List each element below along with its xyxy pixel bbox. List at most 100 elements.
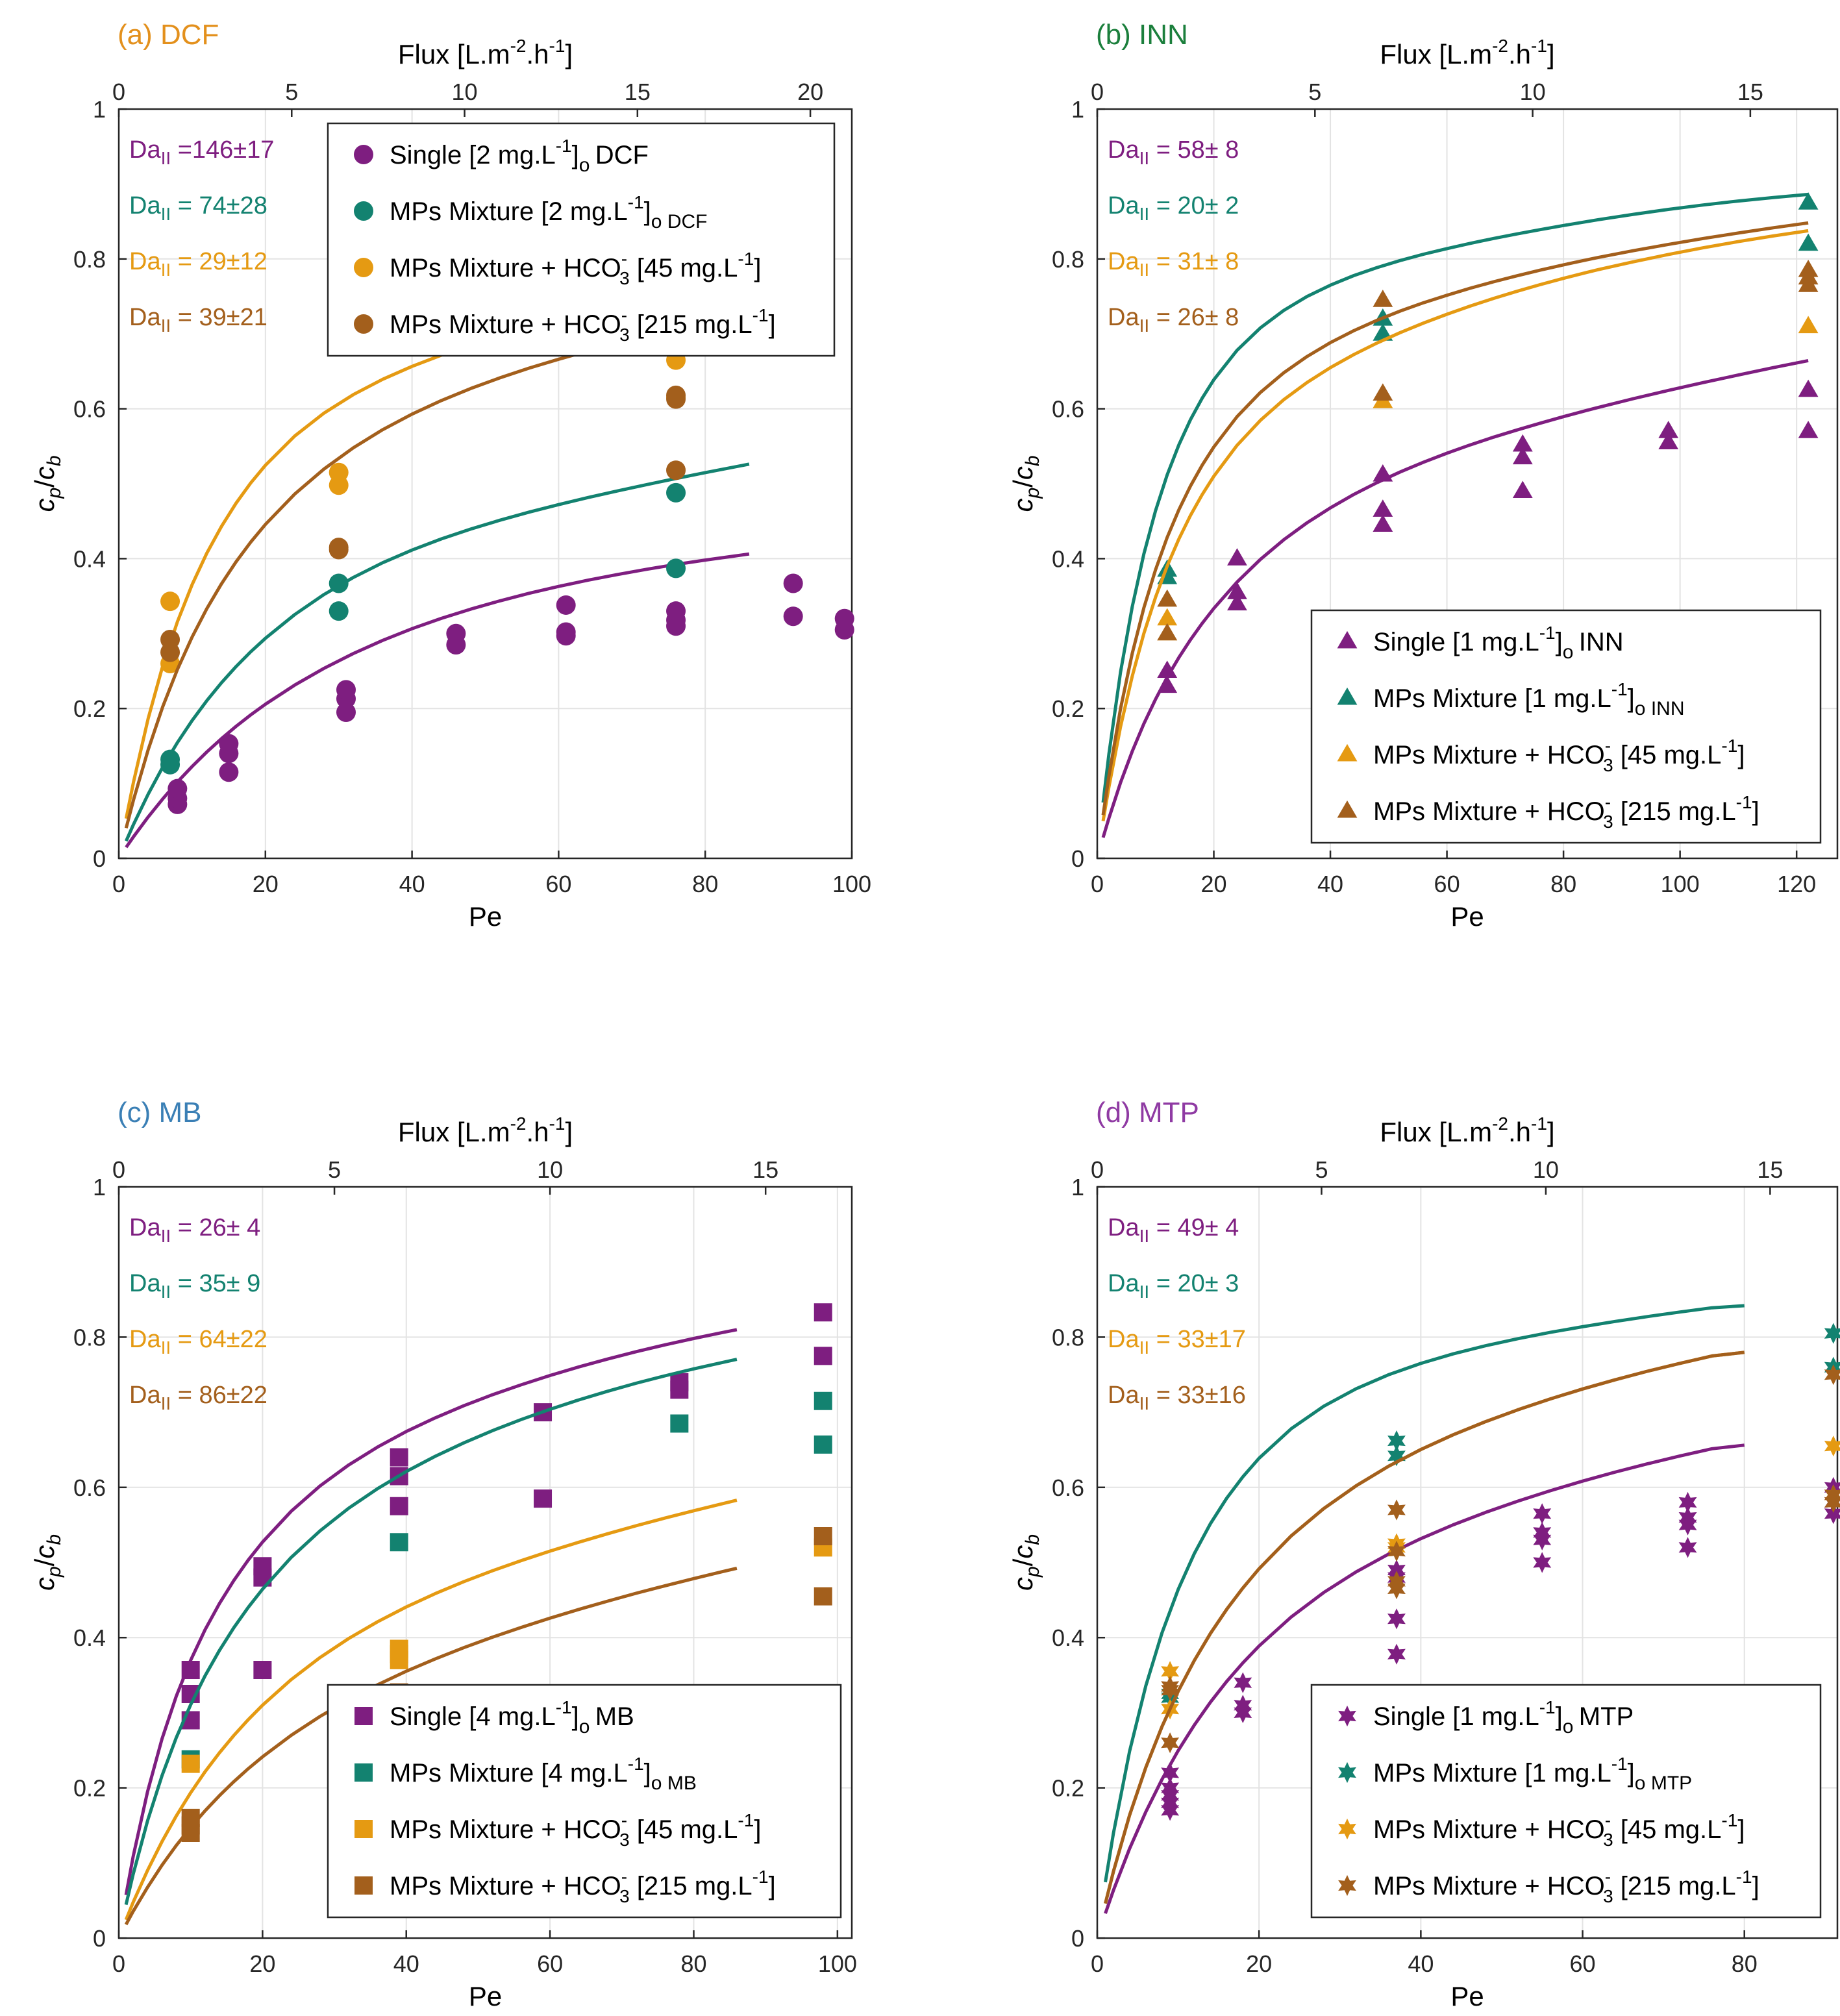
legend: Single [1 mg.L-1]o INN MPs Mixture [1 mg.…: [1310, 609, 1822, 844]
y-tick-label: 1: [93, 1174, 106, 1201]
data-point: [329, 538, 349, 558]
data-point: [219, 734, 239, 754]
x-axis-label: Pe: [469, 1981, 502, 2011]
x-tick-label: 100: [818, 1950, 857, 1977]
data-point: [1161, 1732, 1180, 1754]
data-point: [1824, 1484, 1840, 1506]
top-x-tick-label: 20: [797, 79, 823, 105]
data-point: [390, 1497, 408, 1515]
data-point: [1387, 1499, 1406, 1521]
data-point: [1387, 1560, 1406, 1581]
data-point: [814, 1435, 832, 1454]
x-tick-label: 40: [393, 1950, 419, 1977]
damkohler-label: DaII = 64±22: [129, 1326, 267, 1358]
data-point: [160, 749, 180, 769]
x-tick-label: 80: [1732, 1950, 1758, 1977]
data-point: [814, 1587, 832, 1606]
fit-curve: [1104, 1304, 1745, 1883]
y-tick-label: 1: [1071, 96, 1084, 123]
y-tick-label: 0.4: [1052, 1624, 1084, 1651]
y-axis-label: cp/cb: [1008, 455, 1043, 512]
damkohler-label: DaII = 49± 4: [1108, 1214, 1239, 1246]
y-axis-label: cp/cb: [29, 1534, 65, 1591]
data-point: [1387, 1608, 1406, 1630]
x-tick-label: 100: [832, 871, 871, 897]
x-tick-label: 120: [1777, 871, 1816, 897]
legend-entry: MPs Mixture + HCO-3 [215 mg.L-1]: [390, 305, 776, 345]
x-tick-label: 0: [112, 871, 125, 897]
data-point: [666, 558, 686, 579]
top-x-tick-label: 15: [752, 1156, 778, 1183]
top-x-tick-label: 15: [1757, 1156, 1783, 1183]
y-axis-label: cp/cb: [29, 455, 65, 512]
top-x-tick-label: 10: [1533, 1156, 1559, 1183]
y-tick-label: 0.8: [1052, 246, 1084, 273]
data-point: [1512, 447, 1533, 465]
top-x-tick-label: 0: [112, 1156, 125, 1183]
x-tick-label: 80: [692, 871, 718, 897]
y-tick-label: 0.4: [1052, 545, 1084, 572]
fit-curve: [1101, 192, 1809, 803]
legend-marker: [354, 1820, 373, 1838]
data-point: [1227, 593, 1247, 611]
data-point: [1512, 480, 1533, 499]
data-point: [1227, 582, 1247, 599]
damkohler-label: DaII = 31± 8: [1108, 248, 1239, 280]
y-tick-label: 0.4: [73, 1624, 106, 1651]
data-point: [666, 460, 686, 480]
data-point: [1387, 1571, 1406, 1592]
y-tick-label: 0.6: [73, 1475, 106, 1501]
x-tick-label: 0: [1091, 871, 1104, 897]
axes-frame: [118, 108, 853, 860]
data-point: [1824, 1323, 1840, 1344]
data-point: [556, 595, 576, 615]
data-point: [814, 1303, 832, 1322]
data-point: [1533, 1552, 1552, 1573]
top-x-axis-label: Flux [L.m-2.h-1]: [398, 36, 573, 69]
data-point: [390, 1448, 408, 1467]
data-point: [1373, 464, 1393, 482]
legend-box: [1310, 609, 1822, 844]
legend-entry: MPs Mixture [2 mg.L-1]o DCF: [390, 192, 707, 232]
top-x-axis-label: Flux [L.m-2.h-1]: [1380, 36, 1554, 69]
data-point: [783, 606, 803, 627]
x-tick-label: 20: [249, 1950, 275, 1977]
data-point: [160, 591, 180, 612]
data-point: [1678, 1537, 1697, 1558]
legend-marker: [1338, 1874, 1356, 1897]
y-tick-label: 1: [93, 96, 106, 123]
legend-marker: [354, 201, 373, 221]
data-point: [336, 680, 356, 700]
legend-marker: [1337, 800, 1358, 818]
legend-marker: [354, 1876, 373, 1895]
y-tick-label: 0: [1071, 845, 1084, 872]
data-point: [1373, 514, 1393, 532]
damkohler-label: DaII = 35± 9: [129, 1270, 260, 1302]
legend: Single [2 mg.L-1]o DCF MPs Mixture [2 mg.…: [327, 122, 836, 357]
data-point: [1373, 290, 1393, 307]
legend-box: [1310, 1684, 1822, 1919]
legend-entry: MPs Mixture [4 mg.L-1]o MB: [390, 1754, 697, 1794]
legend-marker: [1337, 687, 1358, 705]
damkohler-label: DaII = 39±21: [129, 304, 267, 336]
data-point: [446, 623, 466, 643]
x-tick-label: 80: [1550, 871, 1576, 897]
data-point: [666, 482, 686, 503]
data-point: [1161, 1777, 1180, 1798]
data-point: [1387, 1445, 1406, 1467]
data-point: [1157, 675, 1178, 693]
data-point: [1798, 316, 1819, 334]
data-point: [219, 762, 239, 782]
data-point: [1373, 323, 1393, 341]
legend-entry: MPs Mixture + HCO-3 [215 mg.L-1]: [390, 1867, 776, 1906]
damkohler-label: DaII = 20± 3: [1108, 1270, 1239, 1302]
y-tick-label: 0.8: [73, 1324, 106, 1350]
data-point: [534, 1489, 553, 1508]
x-tick-label: 80: [680, 1950, 706, 1977]
top-x-tick-label: 0: [1091, 79, 1104, 105]
data-point: [1234, 1695, 1252, 1716]
y-tick-label: 0: [93, 845, 106, 872]
y-tick-label: 0.6: [1052, 1475, 1084, 1501]
